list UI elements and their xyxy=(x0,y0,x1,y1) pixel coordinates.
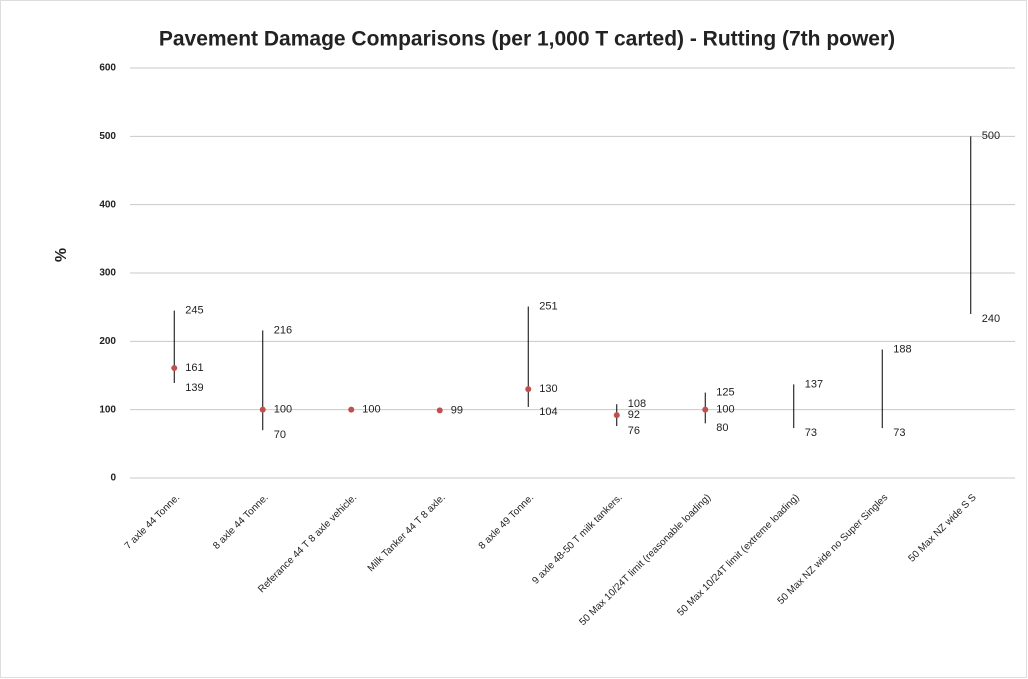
data-label: 188 xyxy=(893,343,911,355)
mid-marker xyxy=(259,406,266,413)
data-label: 100 xyxy=(716,404,734,416)
data-label: 73 xyxy=(893,427,905,439)
data-label: 108 xyxy=(628,398,646,410)
data-label: 80 xyxy=(716,422,728,434)
data-label: 245 xyxy=(185,304,203,316)
data-label: 125 xyxy=(716,386,734,398)
mid-marker xyxy=(436,407,443,414)
y-tick-label: 400 xyxy=(99,199,116,210)
chart-title: Pavement Damage Comparisons (per 1,000 T… xyxy=(159,28,895,51)
mid-marker xyxy=(348,406,355,413)
data-label: 76 xyxy=(628,425,640,437)
data-label: 161 xyxy=(185,362,203,374)
y-tick-label: 600 xyxy=(99,63,116,74)
y-tick-label: 500 xyxy=(99,131,116,142)
data-label: 100 xyxy=(274,404,292,416)
mid-marker xyxy=(613,412,620,419)
data-label: 139 xyxy=(185,382,203,394)
data-label: 500 xyxy=(982,130,1000,142)
y-tick-label: 100 xyxy=(99,404,116,415)
data-label: 251 xyxy=(539,300,557,312)
mid-marker xyxy=(171,364,178,371)
mid-marker xyxy=(525,386,532,393)
mid-marker xyxy=(702,406,709,413)
data-label: 99 xyxy=(451,404,463,416)
data-label: 240 xyxy=(982,313,1000,325)
data-label: 104 xyxy=(539,406,557,418)
y-tick-label: 300 xyxy=(99,268,116,279)
data-label: 130 xyxy=(539,383,557,395)
y-axis-label: % xyxy=(53,248,70,262)
data-label: 137 xyxy=(805,378,823,390)
data-label: 73 xyxy=(805,427,817,439)
y-tick-label: 0 xyxy=(110,473,116,484)
y-tick-label: 200 xyxy=(99,336,116,347)
data-label: 100 xyxy=(362,404,380,416)
data-label: 216 xyxy=(274,324,292,336)
data-label: 70 xyxy=(274,429,286,441)
data-label: 92 xyxy=(628,409,640,421)
